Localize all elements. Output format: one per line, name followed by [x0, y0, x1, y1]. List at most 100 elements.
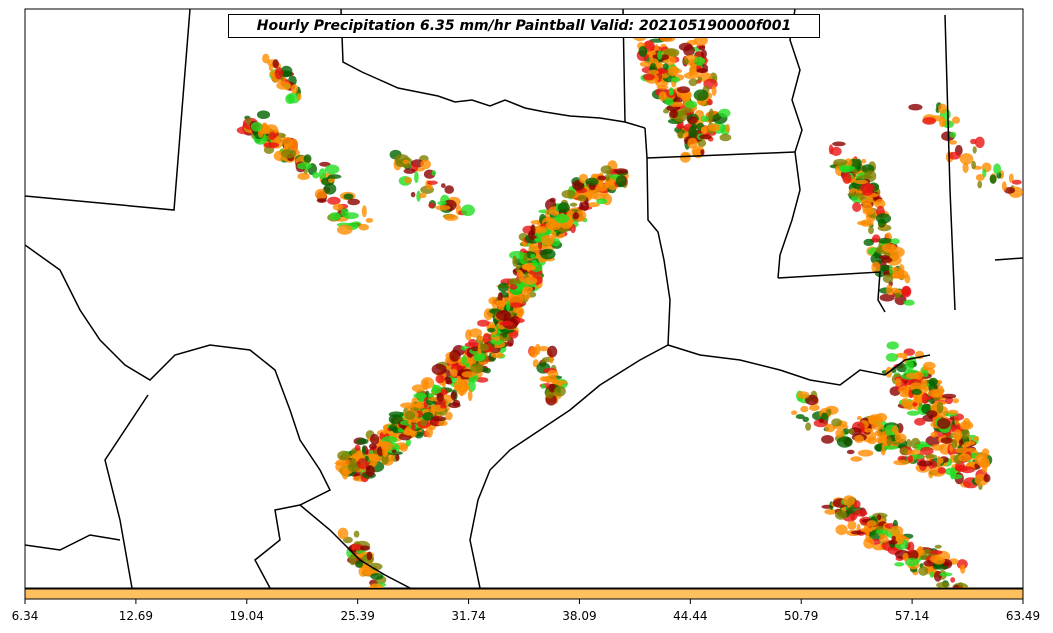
precip-blob — [923, 361, 936, 370]
precip-blob — [878, 264, 891, 272]
precip-blob — [420, 419, 428, 427]
precip-blob — [648, 69, 659, 75]
precip-blob — [832, 141, 846, 147]
precip-blob — [435, 205, 451, 211]
precip-blob — [885, 353, 899, 362]
precip-blob — [931, 460, 937, 469]
precip-blob — [877, 514, 882, 521]
precip-blob — [972, 146, 977, 154]
precip-blob — [297, 172, 310, 180]
colorbar-tick-label: 44.44 — [673, 609, 708, 623]
precip-blob — [871, 423, 885, 430]
precip-blob — [937, 467, 946, 474]
precip-blob — [523, 290, 531, 301]
precip-blob — [496, 300, 506, 308]
precip-blob — [926, 410, 938, 418]
precip-blob — [370, 433, 380, 445]
precip-blob — [921, 393, 929, 405]
precip-blob — [948, 151, 961, 160]
ms-la-south — [777, 271, 886, 313]
precip-blob — [557, 202, 570, 213]
precip-blob — [977, 180, 983, 189]
precip-blob — [329, 212, 342, 221]
precip-blob — [835, 429, 845, 438]
precip-blob — [875, 444, 882, 452]
precip-blob — [688, 78, 698, 87]
precip-blob — [512, 255, 518, 267]
precip-blob — [546, 216, 553, 222]
precip-blob — [680, 107, 692, 114]
precip-blob — [907, 541, 915, 553]
precip-blob — [446, 380, 453, 385]
precip-blob — [800, 405, 809, 413]
precip-blob — [809, 404, 820, 412]
precip-blob — [256, 110, 271, 119]
precip-blob — [791, 410, 798, 416]
precip-blob — [871, 261, 881, 274]
precip-blob — [688, 69, 694, 77]
precip-blob — [440, 404, 447, 409]
precip-blob — [860, 527, 873, 533]
precip-blob — [867, 436, 877, 445]
precip-blob — [402, 159, 409, 165]
precip-blob — [862, 189, 873, 196]
precip-blob — [642, 73, 655, 81]
precip-blob — [328, 178, 335, 183]
precip-blob — [940, 437, 954, 444]
precip-blob — [615, 175, 627, 188]
precip-blob — [538, 240, 543, 250]
precip-blob — [938, 117, 946, 128]
precip-blob — [902, 552, 909, 562]
precip-blob — [418, 192, 427, 199]
precip-blob — [431, 363, 447, 376]
precip-blob — [894, 431, 901, 443]
precip-blob — [974, 136, 985, 148]
precip-blob — [936, 401, 944, 414]
precip-blob — [850, 456, 863, 462]
precip-blob — [839, 165, 856, 173]
precip-blob — [660, 54, 669, 60]
precip-blob — [523, 276, 538, 285]
precip-blob — [888, 265, 894, 275]
precip-blob — [868, 415, 876, 425]
colorbar-tick-label: 57.14 — [894, 609, 930, 623]
precip-blob — [400, 402, 416, 409]
precip-blob — [450, 368, 458, 377]
precip-blob — [936, 456, 942, 468]
precip-blob — [312, 171, 320, 179]
precip-blob — [370, 573, 384, 580]
precip-blob — [878, 255, 890, 260]
precip-blob — [857, 415, 862, 421]
precip-blob — [933, 565, 949, 570]
precip-blob — [473, 353, 486, 362]
precip-blob — [358, 223, 370, 231]
precip-blob — [428, 202, 435, 209]
precip-blob — [542, 375, 558, 383]
precip-blob — [461, 204, 475, 217]
precip-blob — [341, 467, 349, 480]
precip-blob — [580, 201, 590, 212]
precip-blob — [824, 508, 838, 515]
precip-blob — [676, 123, 684, 130]
colorbar-tick-label: 25.39 — [340, 609, 375, 623]
precip-blob — [805, 394, 819, 406]
precip-blob — [906, 410, 920, 416]
precip-blob — [905, 359, 914, 372]
precip-blob — [850, 513, 856, 521]
precip-blob — [894, 292, 901, 298]
precip-blob — [547, 369, 559, 378]
colorbar-tick-label: 38.09 — [562, 609, 597, 623]
precip-blob — [508, 278, 522, 286]
precip-blob — [893, 459, 909, 466]
precip-blob — [319, 161, 331, 167]
precip-blob — [948, 140, 958, 145]
precip-blob — [879, 293, 895, 302]
precip-blob — [877, 237, 893, 244]
precip-blob — [537, 345, 550, 352]
precip-blob — [332, 203, 344, 211]
precip-blob — [262, 53, 270, 64]
precip-blob — [318, 168, 327, 180]
precip-blob — [545, 220, 562, 231]
precip-blob — [436, 392, 444, 402]
precip-blob — [431, 170, 436, 176]
